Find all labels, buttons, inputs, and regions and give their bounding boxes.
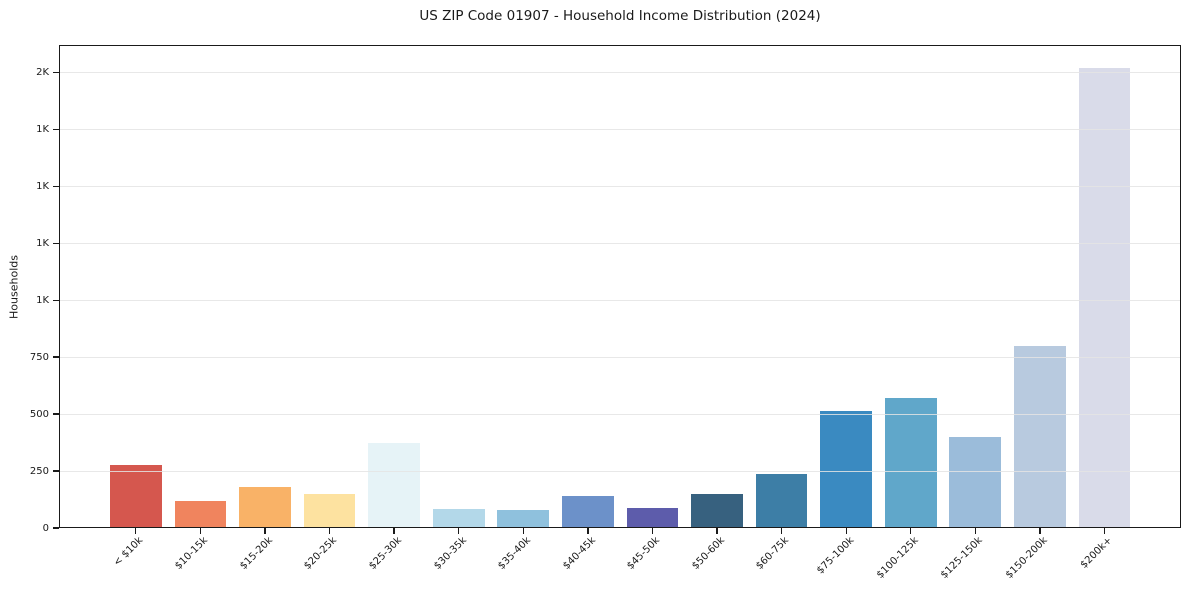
x-tick-mark <box>651 528 654 534</box>
y-tick-label: 500 <box>29 408 49 420</box>
y-tick-mark <box>52 356 59 358</box>
x-tick-label: $45-50k <box>625 535 663 572</box>
plot-area: < $10k $10-15k $15-20k $20-25k $25-30k $30-35… <box>59 45 1181 581</box>
y-tick-mark <box>52 299 59 301</box>
gridline <box>59 470 1181 472</box>
y-tick-label: 2K <box>36 66 49 78</box>
x-tick-mark <box>587 528 589 534</box>
x-tick-mark <box>974 528 976 534</box>
gridline <box>59 242 1181 244</box>
x-tick-mark <box>458 528 460 534</box>
bar-50-60k <box>691 493 743 528</box>
y-axis-label-wrap: Households <box>0 45 28 528</box>
bar-25-30k <box>368 442 420 528</box>
y-tick-mark <box>52 128 59 130</box>
y-tick-label: 1K <box>36 180 49 192</box>
gridline <box>59 185 1181 187</box>
x-tick-label: $40-45k <box>560 535 598 572</box>
gridline <box>59 413 1181 415</box>
bar-40-45k <box>562 496 614 528</box>
bar-30-35k <box>432 509 485 528</box>
y-tick-mark <box>52 185 59 187</box>
y-tick-mark <box>52 242 59 244</box>
gridline <box>59 356 1181 358</box>
bar-150-200k <box>1014 345 1066 528</box>
x-tick-label: $200k+ <box>1078 535 1115 571</box>
x-tick-mark <box>199 528 202 534</box>
bar-<-10k <box>110 465 162 528</box>
y-tick-label: 1K <box>36 237 49 249</box>
x-tick-label: $35-40k <box>496 535 534 572</box>
x-tick-label: < $10k <box>112 535 146 569</box>
bar-100-125k <box>884 398 937 528</box>
y-tick-mark <box>52 527 59 529</box>
x-tick-mark <box>393 528 395 534</box>
x-tick-mark <box>328 528 331 534</box>
y-tick-label: 0 <box>42 522 49 534</box>
x-tick-label: $15-20k <box>237 535 275 572</box>
bar-10-15k <box>174 500 227 528</box>
x-tick-mark <box>1103 528 1106 534</box>
x-tick-label: $30-35k <box>431 535 469 572</box>
y-tick-mark <box>52 413 59 415</box>
x-tick-mark <box>845 528 847 534</box>
x-tick-label: $10-15k <box>173 535 211 572</box>
bar-35-40k <box>497 510 550 528</box>
y-tick-label: 1K <box>36 294 49 306</box>
gridline <box>59 299 1181 301</box>
gridline <box>59 71 1181 73</box>
x-tick-label: $150-200k <box>1003 535 1050 581</box>
y-tick-label: 1K <box>36 123 49 135</box>
bar-60-75k <box>755 474 808 528</box>
bar-45-50k <box>626 508 679 528</box>
y-tick-label: 250 <box>29 465 49 477</box>
x-tick-label: $60-75k <box>754 535 792 572</box>
bar-20-25k <box>303 493 356 528</box>
y-axis-label: Households <box>7 254 21 319</box>
x-tick-label: $20-25k <box>302 535 340 572</box>
x-tick-label: $75-100k <box>814 535 856 577</box>
bar-75-100k <box>820 410 872 528</box>
x-tick-label: $125-150k <box>939 535 986 581</box>
x-tick-mark <box>522 528 524 534</box>
chart-title: US ZIP Code 01907 - Household Income Dis… <box>419 8 821 24</box>
x-tick-label: $50-60k <box>689 535 727 572</box>
x-tick-mark <box>264 528 266 534</box>
x-tick-mark <box>780 528 783 534</box>
bar-15-20k <box>239 487 291 528</box>
y-tick-label: 750 <box>29 351 49 363</box>
y-tick-mark <box>52 71 59 73</box>
y-tick-mark <box>52 470 59 472</box>
gridline <box>59 128 1181 130</box>
bar-200k+ <box>1078 67 1131 528</box>
bar-125-150k <box>949 436 1002 528</box>
x-tick-mark <box>716 528 718 534</box>
x-tick-label: $100-125k <box>874 535 921 581</box>
x-tick-mark <box>910 528 912 534</box>
x-tick-mark <box>135 528 137 534</box>
x-tick-mark <box>1039 528 1041 534</box>
x-tick-label: $25-30k <box>367 535 404 572</box>
